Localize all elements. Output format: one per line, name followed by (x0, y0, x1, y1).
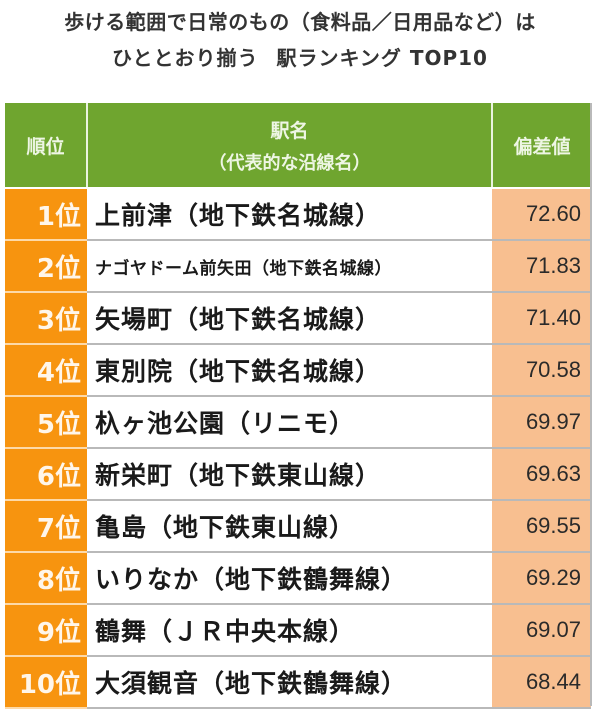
title-line-2-prefix: ひととおり揃う (112, 46, 259, 70)
ranking-title: 歩ける範囲で日常のもの（食料品／日用品など）は ひととおり揃う 駅ランキング TO… (0, 0, 600, 96)
rank-cell: 7位 (5, 500, 87, 553)
table-row: 4位 東別院（地下鉄名城線） 70.58 (5, 344, 591, 397)
station-cell: 鶴舞（ＪＲ中央本線） (87, 604, 492, 657)
rank-cell: 1位 (5, 188, 87, 241)
rank-cell: 6位 (5, 448, 87, 501)
title-line-2-suffix: 駅ランキング TOP10 (276, 46, 488, 70)
rank-cell: 5位 (5, 396, 87, 449)
rank-cell: 10位 (5, 656, 87, 709)
header-station: 駅名 （代表的な沿線名） (87, 103, 493, 189)
score-cell: 69.07 (492, 604, 591, 657)
score-cell: 70.58 (492, 344, 591, 397)
table-right-border (590, 103, 592, 706)
rank-cell: 3位 (5, 292, 87, 345)
score-cell: 72.60 (492, 188, 591, 241)
rank-cell: 8位 (5, 552, 87, 605)
station-cell: 新栄町（地下鉄東山線） (87, 448, 492, 501)
title-line-2: ひととおり揃う 駅ランキング TOP10 (0, 40, 600, 76)
table-row: 1位 上前津（地下鉄名城線） 72.60 (5, 188, 591, 241)
score-cell: 69.97 (492, 396, 591, 449)
station-cell: いりなか（地下鉄鶴舞線） (87, 552, 492, 605)
ranking-table: 順位 駅名 （代表的な沿線名） 偏差値 1位 上前津（地下鉄名城線） 72.60… (5, 103, 591, 709)
table-row: 8位 いりなか（地下鉄鶴舞線） 69.29 (5, 552, 591, 605)
title-line-1: 歩ける範囲で日常のもの（食料品／日用品など）は (64, 10, 536, 34)
score-cell: 68.44 (492, 656, 591, 709)
score-cell: 71.83 (492, 240, 591, 293)
header-score: 偏差値 (492, 103, 591, 189)
station-cell: 杁ヶ池公園（リニモ） (87, 396, 492, 449)
header-rank: 順位 (5, 103, 88, 189)
table-row: 5位 杁ヶ池公園（リニモ） 69.97 (5, 396, 591, 449)
table-row: 9位 鶴舞（ＪＲ中央本線） 69.07 (5, 604, 591, 657)
table-row: 3位 矢場町（地下鉄名城線） 71.40 (5, 292, 591, 345)
station-cell: 東別院（地下鉄名城線） (87, 344, 492, 397)
rank-cell: 4位 (5, 344, 87, 397)
rank-cell: 9位 (5, 604, 87, 657)
station-cell: 大須観音（地下鉄鶴舞線） (87, 656, 492, 709)
table-row: 6位 新栄町（地下鉄東山線） 69.63 (5, 448, 591, 501)
score-cell: 69.55 (492, 500, 591, 553)
station-cell: ナゴヤドーム前矢田（地下鉄名城線） (87, 240, 492, 293)
table-row: 10位 大須観音（地下鉄鶴舞線） 68.44 (5, 656, 591, 709)
station-cell: 亀島（地下鉄東山線） (87, 500, 492, 553)
score-cell: 69.29 (492, 552, 591, 605)
station-cell: 矢場町（地下鉄名城線） (87, 292, 492, 345)
header-station-label: 駅名 (270, 119, 309, 142)
table-row: 2位 ナゴヤドーム前矢田（地下鉄名城線） 71.83 (5, 240, 591, 293)
score-cell: 69.63 (492, 448, 591, 501)
rank-cell: 2位 (5, 240, 87, 293)
table-row: 7位 亀島（地下鉄東山線） 69.55 (5, 500, 591, 553)
table-header-row: 順位 駅名 （代表的な沿線名） 偏差値 (5, 103, 591, 189)
station-cell: 上前津（地下鉄名城線） (87, 188, 492, 241)
header-station-sub: （代表的な沿線名） (208, 152, 371, 174)
score-cell: 71.40 (492, 292, 591, 345)
